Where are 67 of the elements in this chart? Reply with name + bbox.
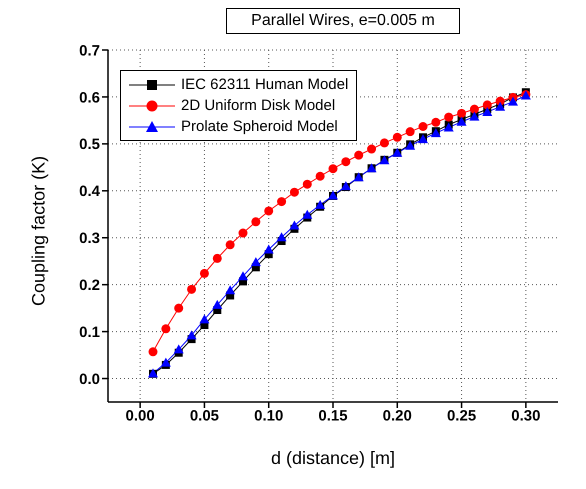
- point: [225, 285, 236, 294]
- x-tick-label: 0.20: [382, 408, 412, 425]
- point: [199, 314, 210, 324]
- point: [226, 240, 235, 250]
- x-tick-label: 0.30: [511, 408, 540, 425]
- point: [380, 138, 389, 148]
- point: [174, 304, 184, 313]
- x-tick-label: 0.25: [446, 408, 476, 425]
- legend-label: Prolate Spheroid Model: [181, 117, 338, 137]
- x-axis-title: d (distance) [m]: [270, 448, 396, 468]
- point: [289, 220, 300, 230]
- y-tick-label: 0.4: [79, 183, 101, 200]
- point: [508, 96, 518, 106]
- point: [174, 344, 184, 354]
- x-tick-label: 0.10: [254, 408, 284, 425]
- point: [161, 324, 170, 334]
- point: [290, 188, 299, 197]
- point: [238, 228, 248, 238]
- point: [457, 108, 466, 118]
- x-tick-label: 0.05: [190, 408, 220, 425]
- point: [406, 127, 415, 136]
- point: [302, 210, 312, 219]
- point: [470, 104, 479, 114]
- point: [341, 157, 350, 166]
- y-tick-label: 0.1: [79, 324, 100, 341]
- point: [187, 284, 196, 294]
- point: [264, 206, 274, 216]
- x-tick-label: 0.15: [318, 408, 348, 425]
- x-tick-label: 0.00: [126, 408, 155, 425]
- point: [444, 122, 454, 132]
- point: [160, 358, 171, 367]
- point: [444, 112, 454, 122]
- point: [315, 200, 326, 209]
- point: [316, 172, 325, 181]
- point: [456, 116, 467, 126]
- point: [200, 268, 209, 278]
- point: [418, 122, 428, 131]
- chart-title: Parallel Wires, e=0.005 m: [226, 8, 460, 34]
- point: [250, 257, 261, 266]
- y-tick-label: 0.3: [79, 230, 100, 248]
- point: [431, 118, 440, 127]
- y-tick-label: 0.5: [79, 136, 100, 154]
- point: [264, 244, 274, 254]
- y-tick-label: 0.2: [79, 276, 100, 294]
- point: [238, 271, 248, 280]
- y-tick-label: 0.0: [79, 370, 100, 388]
- point: [328, 164, 338, 174]
- point: [251, 217, 260, 226]
- point: [148, 347, 158, 356]
- point: [392, 132, 402, 142]
- point: [482, 100, 492, 110]
- point: [495, 102, 506, 111]
- y-tick-label: 0.6: [79, 89, 100, 106]
- point: [354, 150, 364, 160]
- point: [469, 112, 480, 121]
- point: [186, 330, 197, 340]
- point: [367, 144, 376, 154]
- point: [276, 232, 287, 242]
- point: [212, 300, 222, 309]
- y-tick-label: 0.7: [79, 42, 100, 60]
- point: [277, 197, 286, 206]
- point: [302, 180, 312, 189]
- point: [482, 106, 492, 116]
- point: [212, 254, 222, 263]
- legend-label: IEC 62311 Human Model: [181, 75, 348, 95]
- y-axis-title: Coupling factor (K): [28, 156, 48, 306]
- legend-label: 2D Uniform Disk Model: [181, 96, 336, 116]
